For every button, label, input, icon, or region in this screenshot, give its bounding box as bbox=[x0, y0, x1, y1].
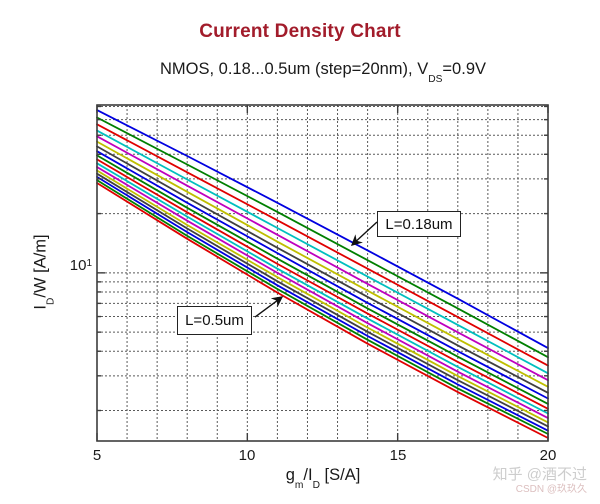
annotation-arrow-L0.5um bbox=[254, 296, 284, 318]
curve-L=0.50um bbox=[96, 182, 549, 439]
y-axis-tick-label: 101 bbox=[56, 257, 92, 274]
curve-L=0.28um bbox=[96, 140, 549, 388]
x-tick-5: 5 bbox=[92, 447, 102, 464]
curve-L=0.34um bbox=[96, 154, 549, 405]
ytick-base: 10 bbox=[69, 257, 87, 274]
curve-L=0.40um bbox=[96, 166, 549, 420]
curve-L=0.24um bbox=[96, 129, 549, 375]
xlabel-text-mid: /I bbox=[303, 466, 313, 484]
x-tick-10: 10 bbox=[238, 447, 256, 464]
annotation-L-0.18um: L=0.18um bbox=[377, 211, 461, 237]
annotation-arrow-L0.18um bbox=[350, 221, 378, 246]
x-tick-15: 15 bbox=[389, 447, 407, 464]
x-tick-20: 20 bbox=[539, 447, 557, 464]
watermark-zhihu: 知乎 @酒不过 bbox=[492, 466, 587, 483]
curve-L=0.46um bbox=[96, 175, 549, 432]
annotation-L-0.5um: L=0.5um bbox=[177, 306, 252, 335]
xlabel-text-units: [S/A] bbox=[319, 466, 361, 484]
ylabel-text: I bbox=[31, 305, 50, 310]
subtitle-text-post: =0.9V bbox=[442, 60, 487, 78]
curve-L=0.30um bbox=[96, 145, 549, 394]
ylabel-subscript: D bbox=[45, 297, 57, 306]
ylabel-text-post: /W [A/m] bbox=[31, 234, 50, 298]
watermark: 知乎 @酒不过 CSDN @玖玖久 bbox=[492, 466, 587, 495]
curve-L=0.18um bbox=[96, 109, 549, 350]
ytick-exponent: 1 bbox=[86, 257, 92, 269]
curve-L=0.22um bbox=[96, 123, 549, 367]
curve-L=0.38um bbox=[96, 162, 549, 415]
curve-L=0.44um bbox=[96, 172, 549, 428]
watermark-csdn: CSDN @玖玖久 bbox=[515, 483, 587, 495]
xlabel-subscript-m: m bbox=[294, 479, 304, 491]
x-axis-label: gm/ID [S/A] bbox=[97, 466, 549, 491]
subtitle-subscript: DS bbox=[428, 73, 443, 85]
y-axis-label: ID/W [A/m] bbox=[31, 234, 56, 310]
xlabel-subscript-d: D bbox=[312, 479, 320, 491]
chart-title: Current Density Chart bbox=[199, 21, 401, 42]
xlabel-text: g bbox=[285, 466, 295, 484]
chart-subtitle: NMOS, 0.18...0.5um (step=20nm), VDS=0.9V bbox=[97, 60, 549, 85]
curve-L=0.36um bbox=[96, 158, 549, 410]
curve-L=0.42um bbox=[96, 169, 549, 424]
curve-L=0.26um bbox=[96, 135, 549, 382]
curve-L=0.48um bbox=[96, 179, 549, 435]
curve-L=0.32um bbox=[96, 150, 549, 400]
subtitle-text: NMOS, 0.18...0.5um (step=20nm), V bbox=[159, 60, 429, 78]
curve-L=0.20um bbox=[96, 116, 549, 359]
